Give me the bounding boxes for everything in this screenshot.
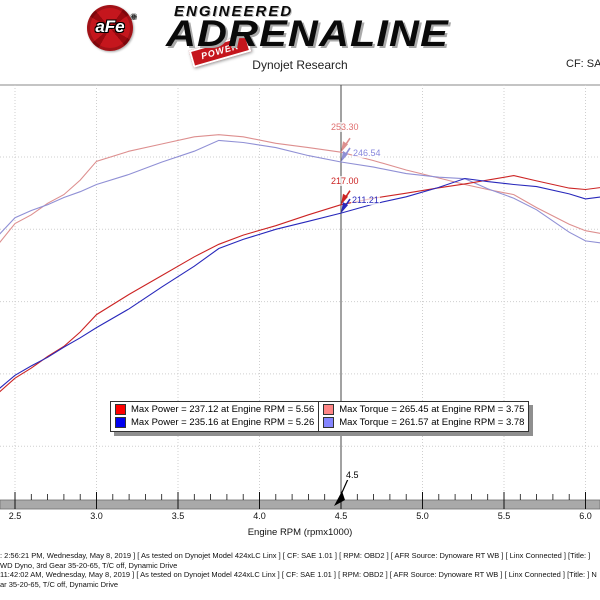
legend-column-torque: Max Torque = 265.45 at Engine RPM = 3.75… (318, 402, 528, 431)
afe-logo: aFe ® POWER (87, 5, 252, 68)
stock-torque-curve (0, 139, 600, 244)
footer-line: ar 35-20-65, T/C off, Dynamic Drive (0, 579, 119, 589)
legend-entry: Max Torque = 261.57 at Engine RPM = 3.78 (323, 416, 524, 429)
x-tick-label: 3.0 (90, 511, 103, 521)
legend-entry-text: Max Power = 237.12 at Engine RPM = 5.56 (131, 404, 315, 415)
x-tick-label: 4.0 (253, 511, 266, 521)
cursor-value-stock-torque: 246.54 (352, 148, 382, 158)
footer-line: WD Dyno, 3rd Gear 35-20-65, T/C off, Dyn… (0, 560, 178, 570)
annotation-arrow-icon (341, 202, 348, 214)
tuned-power-curve (0, 175, 600, 393)
legend-entry: Max Power = 237.12 at Engine RPM = 5.56 (115, 403, 314, 416)
cursor-value-tuned-power: 217.00 (330, 176, 360, 186)
dyno-plot (0, 84, 600, 510)
stock-power-curve (0, 177, 600, 389)
x-axis-bar (0, 499, 600, 510)
legend-entry: Max Torque = 265.45 at Engine RPM = 3.75 (323, 403, 524, 416)
afe-logo-text: aFe ® (95, 15, 136, 36)
cursor-axis-arrow-icon (334, 491, 345, 506)
tuned-torque-curve (0, 134, 600, 244)
x-axis-title: Engine RPM (rpmx1000) (247, 527, 353, 538)
footer-line: 11:42:02 AM, Wednesday, May 8, 2019 ] [ … (0, 570, 597, 580)
legend-entry-text: Max Power = 235.16 at Engine RPM = 5.26 (131, 417, 315, 428)
footer-info: : 2:56:21 PM, Wednesday, May 8, 2019 ] [… (0, 551, 600, 589)
cursor-axis-arrow-tail (339, 478, 349, 498)
x-tick-label: 6.0 (579, 511, 592, 521)
x-tick-label: 5.5 (497, 511, 511, 521)
legend-swatch-icon (115, 417, 126, 428)
brand-engineered: ENGINEERED (174, 3, 294, 20)
dynojet-research-subtitle: Dynojet Research (252, 58, 348, 72)
registered-mark-icon: ® (131, 15, 136, 21)
legend-entry: Max Power = 235.16 at Engine RPM = 5.26 (115, 416, 314, 429)
legend-column-power: Max Power = 237.12 at Engine RPM = 5.56 M… (111, 402, 318, 431)
header: aFe ® POWER ENGINEERED ADRENALINE Dynojet… (0, 0, 600, 85)
x-tick-label: 5.0 (416, 511, 429, 521)
cursor-value-stock-power: 211.21 (351, 195, 380, 205)
footer-line: : 2:56:21 PM, Wednesday, May 8, 2019 ] [… (0, 551, 591, 560)
legend-box: Max Power = 237.12 at Engine RPM = 5.56 M… (110, 401, 530, 432)
legend-swatch-icon (323, 404, 335, 415)
x-tick-label: 2.5 (8, 511, 22, 521)
x-tick-label: 4.5 (334, 511, 348, 521)
annotation-arrow-icon (341, 141, 348, 153)
x-tick-label: 3.5 (171, 511, 185, 521)
cf-label: CF: SA (566, 58, 600, 70)
legend-swatch-icon (115, 404, 126, 415)
annotation-arrow-icon (341, 151, 348, 163)
cursor-value-tuned-torque: 253.30 (330, 122, 360, 132)
annotation-arrow-icon (341, 193, 348, 205)
cursor-rpm-label: 4.5 (344, 470, 361, 480)
brand-adrenaline: ADRENALINE (166, 13, 449, 54)
legend-swatch-icon (323, 417, 335, 428)
legend-entry-text: Max Torque = 265.45 at Engine RPM = 3.75 (339, 404, 525, 415)
legend-entry-text: Max Torque = 261.57 at Engine RPM = 3.78 (339, 417, 525, 428)
